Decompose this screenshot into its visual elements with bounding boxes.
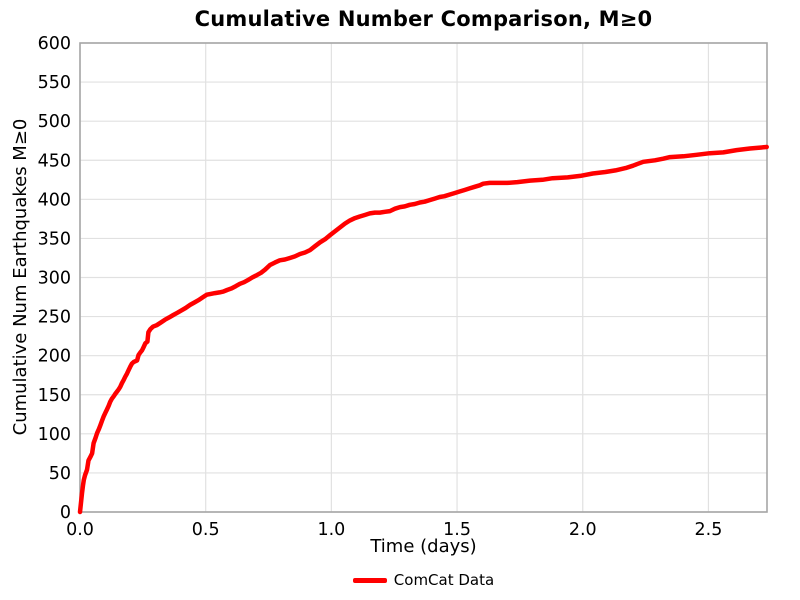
y-tick-label: 550	[38, 73, 71, 93]
y-tick-label: 350	[38, 229, 71, 249]
series-line-comcat-data	[77, 144, 769, 515]
legend-line-swatch	[352, 577, 387, 583]
x-axis-label: Time (days)	[370, 536, 477, 557]
y-tick-label: 300	[38, 269, 71, 289]
y-tick-label: 500	[38, 112, 71, 132]
x-tick-label: 1.5	[443, 520, 471, 540]
x-tick-label: 2.0	[569, 520, 597, 540]
y-tick-label: 450	[38, 151, 71, 171]
x-tick-label: 2.5	[695, 520, 723, 540]
chart-title: Cumulative Number Comparison, M≥0	[194, 7, 653, 31]
y-tick-label: 600	[38, 34, 71, 54]
x-tick-label: 0.0	[66, 520, 94, 540]
y-tick-label: 200	[38, 347, 71, 367]
plot-border	[79, 42, 768, 513]
y-tick-label: 150	[38, 386, 71, 406]
x-tick-label: 1.0	[317, 520, 345, 540]
y-tick-label: 400	[38, 190, 71, 210]
y-tick-label: 250	[38, 308, 71, 328]
y-tick-label: 0	[60, 503, 71, 523]
x-tick-label: 0.5	[192, 520, 220, 540]
legend-label: ComCat Data	[393, 571, 495, 589]
y-tick-label: 50	[49, 464, 71, 484]
legend: ComCat Data	[80, 571, 767, 589]
y-tick-label: 100	[38, 425, 71, 445]
